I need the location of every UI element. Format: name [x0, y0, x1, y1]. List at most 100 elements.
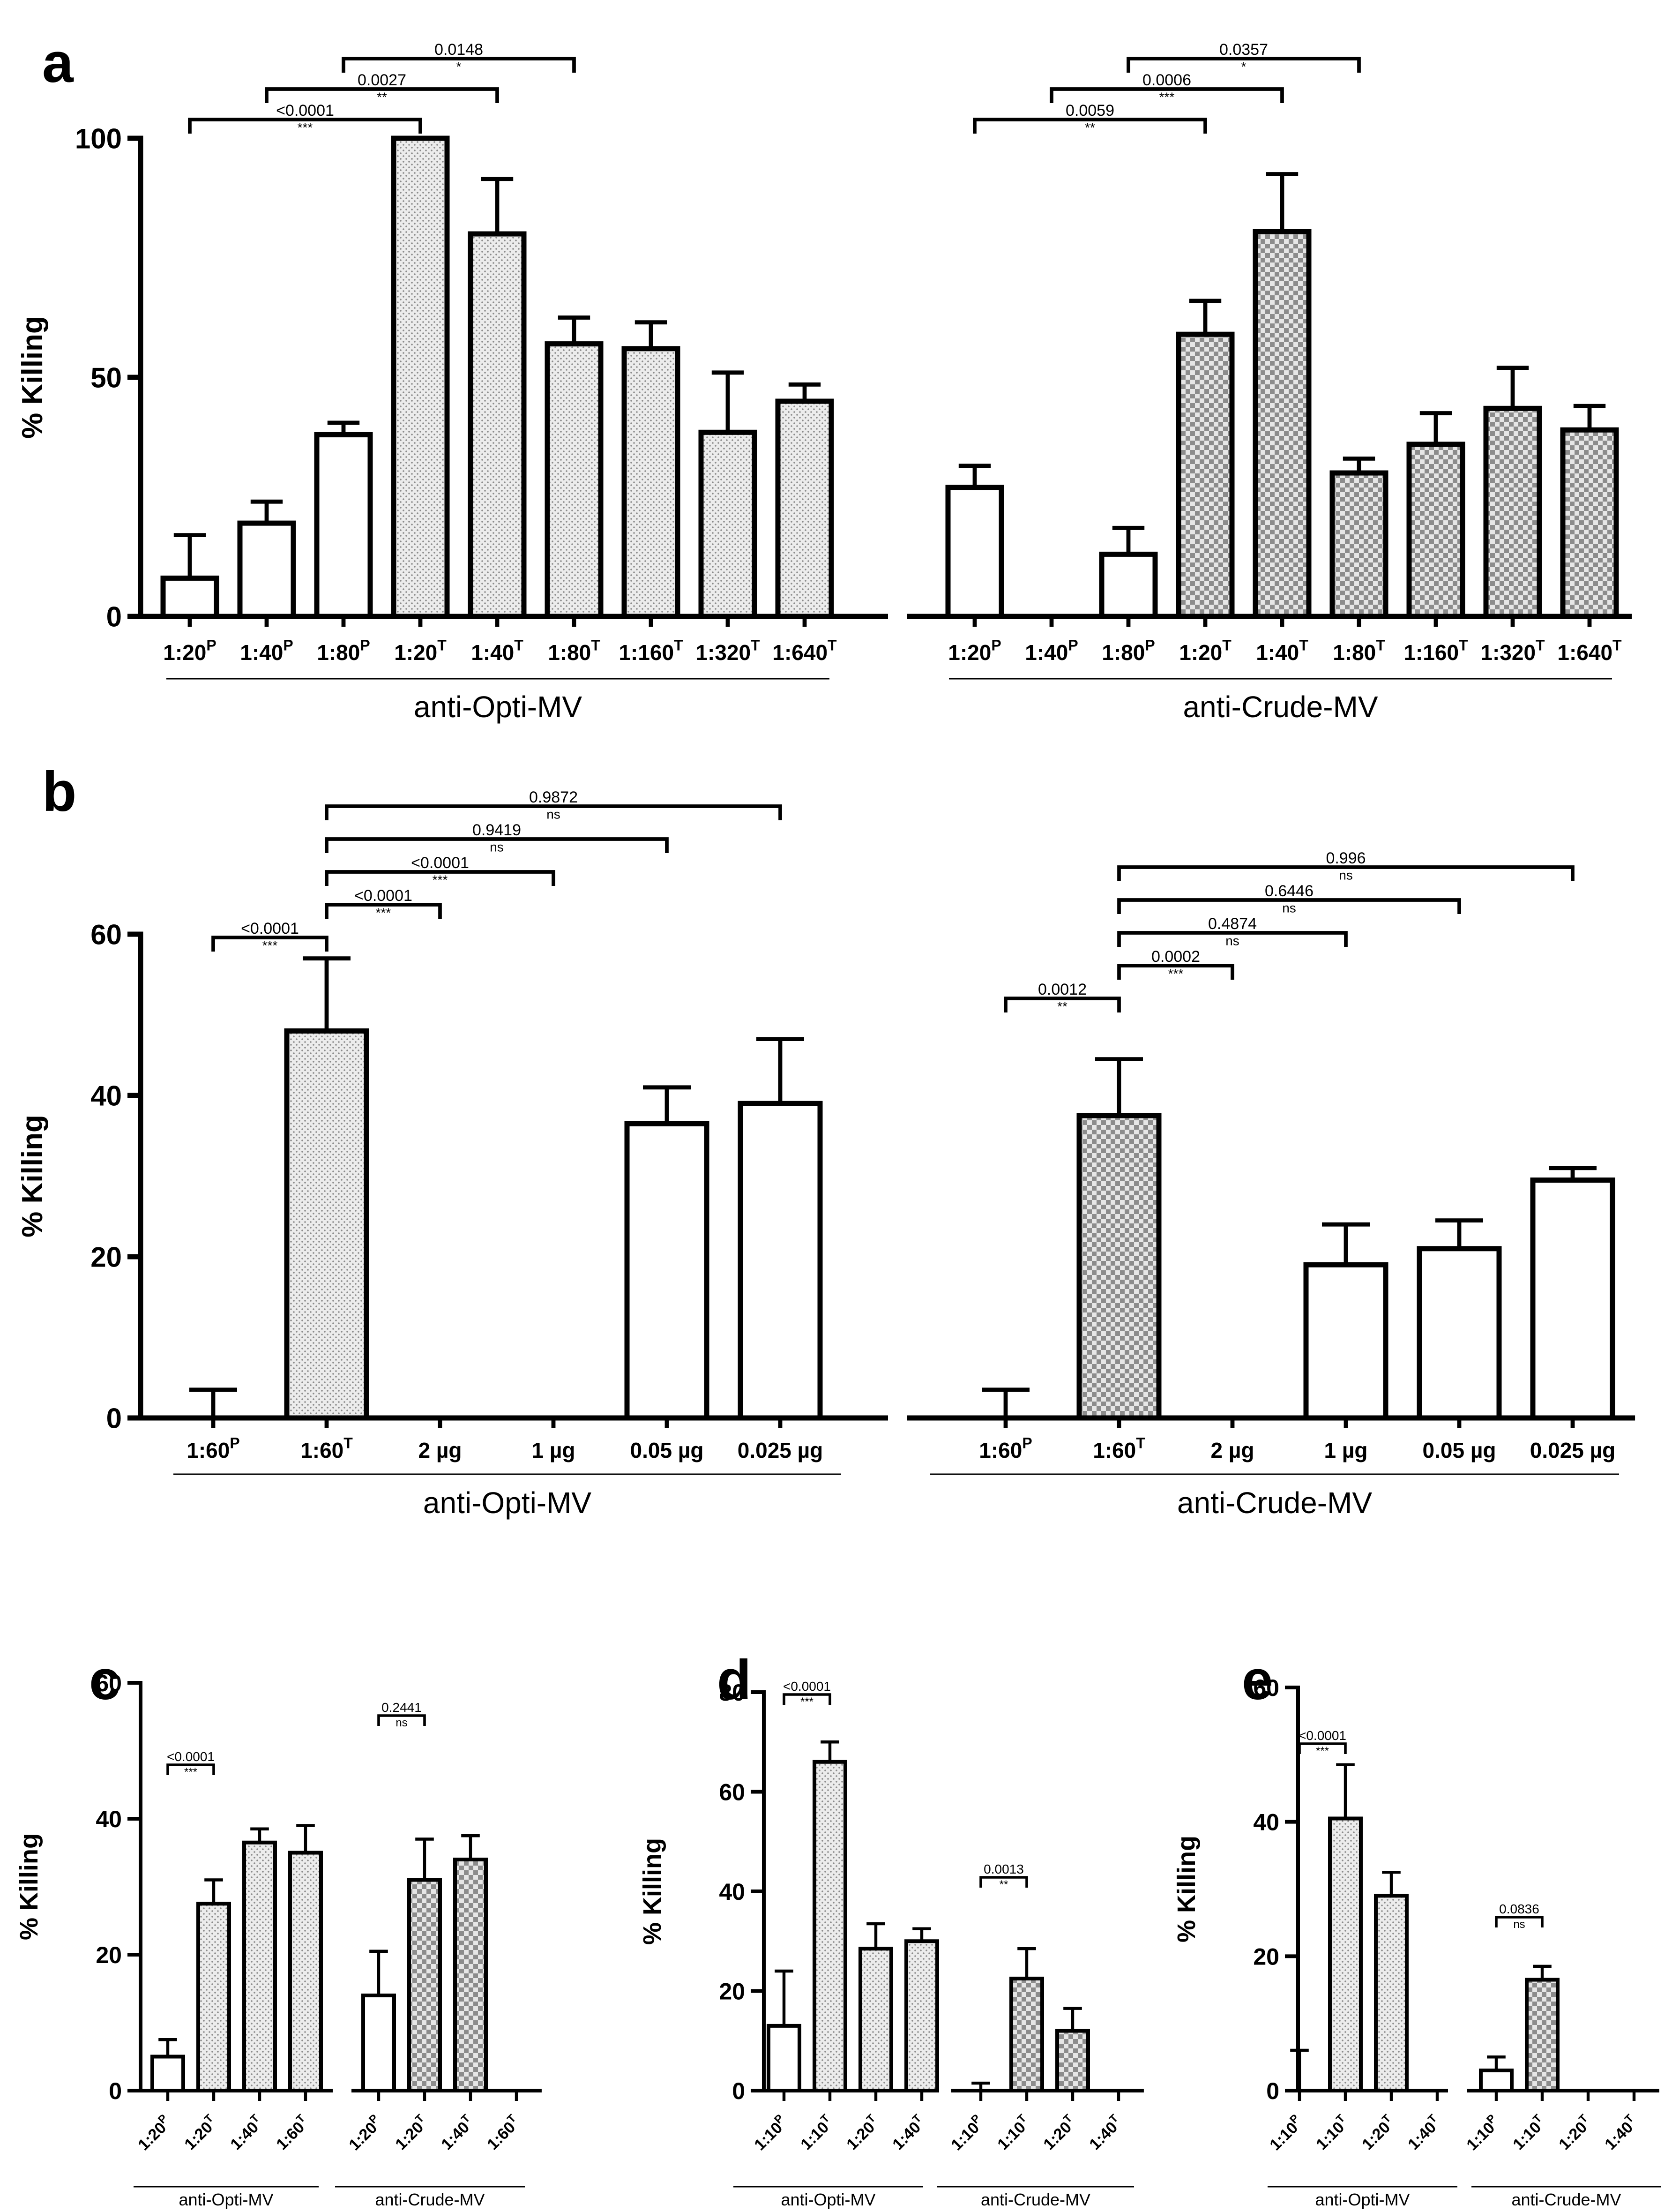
y-tick-label: 60 — [96, 1670, 122, 1696]
significance-bracket — [979, 1876, 1028, 1888]
panel-letter: d — [717, 1649, 751, 1711]
x-tick-label: 1:40T — [1084, 2112, 1126, 2153]
x-tick-label-text: 1:60 — [1093, 1438, 1136, 1462]
significance-bracket — [1117, 964, 1234, 980]
x-tick-label: 1:20T — [179, 2112, 221, 2153]
x-tick-label-text: 1:20 — [1179, 640, 1222, 665]
significance-label: ns — [490, 840, 504, 855]
bar — [1530, 1177, 1615, 1421]
bar — [904, 1939, 939, 2092]
x-tick-label: 1:60T — [1093, 1434, 1145, 1462]
y-tick-label: 0 — [106, 601, 122, 633]
bar — [1374, 1894, 1409, 2092]
bar — [1176, 331, 1235, 619]
y-tick-label: 0 — [106, 1403, 122, 1434]
x-tick-label: 1:20T — [1179, 637, 1232, 665]
group-name: anti-Opti-MV — [179, 2190, 273, 2209]
bar — [468, 231, 527, 619]
significance-bracket — [1495, 1916, 1544, 1927]
y-tick-label: 20 — [90, 1242, 122, 1273]
x-tick-label-text: 1 µg — [532, 1438, 575, 1462]
x-tick-label: 1:20T — [1554, 2112, 1596, 2153]
x-tick-label-sup: T — [751, 637, 760, 653]
x-tick-label-sup: T — [828, 637, 837, 653]
x-tick-label-text: 1:40 — [1256, 640, 1299, 665]
bar — [1560, 427, 1619, 619]
x-tick-label-sup: T — [514, 637, 523, 653]
p-value-label: 0.6446 — [1265, 882, 1314, 900]
panel-letter: a — [42, 31, 74, 94]
bar — [196, 1902, 231, 2092]
significance-label: ** — [1057, 999, 1067, 1014]
x-tick-label-text: 1:40 — [1025, 640, 1068, 665]
y-tick-label: 40 — [90, 1080, 122, 1112]
x-tick-label: 1:40T — [1403, 2112, 1445, 2153]
bar — [698, 429, 757, 619]
p-value-label: <0.0001 — [411, 854, 469, 872]
significance-bracket — [783, 1693, 831, 1705]
x-tick-label-sup: T — [1299, 637, 1308, 653]
x-tick-label: 1:320T — [1480, 637, 1545, 665]
p-value-label: 0.0012 — [1038, 981, 1087, 998]
bar — [160, 575, 219, 619]
x-tick-label: 1:40T — [436, 2112, 478, 2153]
x-tick-label-text: 1:20 — [163, 640, 206, 665]
x-tick-label-text: 1:160 — [619, 640, 674, 665]
x-tick-label: 1:20P — [948, 637, 1001, 665]
bar — [1099, 551, 1158, 619]
x-tick-label: 1:60P — [187, 1434, 239, 1462]
x-tick-label-sup: P — [283, 637, 293, 653]
p-value-label: <0.0001 — [1299, 1728, 1346, 1743]
p-value-label: 0.0013 — [984, 1862, 1024, 1876]
x-tick-label-text: 0.05 µg — [630, 1438, 704, 1462]
x-tick-label: 1:20P — [163, 637, 216, 665]
significance-bracket — [211, 936, 328, 952]
x-tick-label-text: 1:80 — [548, 640, 591, 665]
x-tick-label: 1:40T — [471, 637, 523, 665]
p-value-label: 0.0006 — [1142, 71, 1191, 89]
x-tick-label: 1:60T — [300, 1434, 353, 1462]
x-tick-label: 1:20T — [394, 637, 447, 665]
y-tick-label: 40 — [719, 1879, 745, 1905]
p-value-label: 0.0002 — [1151, 948, 1200, 966]
y-axis-label: % Killing — [1172, 1836, 1201, 1942]
x-tick-label: 2 µg — [1211, 1438, 1254, 1462]
y-tick-label: 60 — [1253, 1675, 1279, 1701]
x-tick-label: 1:40T — [888, 2112, 929, 2153]
significance-label: * — [1241, 60, 1247, 74]
significance-bracket — [1127, 57, 1361, 73]
significance-bracket — [1298, 1742, 1347, 1754]
x-tick-label: 1:10T — [1311, 2112, 1353, 2153]
significance-label: *** — [433, 873, 448, 887]
p-value-label: <0.0001 — [783, 1679, 831, 1694]
bar — [1253, 229, 1312, 619]
bar — [1479, 2069, 1514, 2092]
p-value-label: 0.0059 — [1066, 102, 1114, 120]
panel-letter: c — [89, 1649, 120, 1711]
x-tick-label-sup: P — [206, 637, 216, 653]
panel-letter: b — [42, 760, 76, 823]
significance-label: ns — [546, 807, 560, 822]
bar — [1055, 2029, 1090, 2092]
bar — [775, 398, 834, 619]
x-tick-label-sup: P — [1068, 637, 1078, 653]
bar — [453, 1858, 488, 2092]
x-tick-label-text: 0.05 µg — [1423, 1438, 1496, 1462]
p-value-label: 0.4874 — [1208, 915, 1257, 933]
significance-bracket — [1117, 931, 1348, 947]
x-tick-label-sup: T — [1376, 637, 1385, 653]
significance-label: *** — [800, 1695, 814, 1708]
x-tick-label: 1:80P — [317, 637, 370, 665]
significance-label: *** — [298, 120, 313, 135]
bar — [1417, 1246, 1502, 1421]
x-tick-label: 2 µg — [418, 1438, 462, 1462]
significance-bracket — [1050, 87, 1284, 103]
x-tick-label: 0.025 µg — [1530, 1438, 1616, 1462]
y-tick-label: 20 — [1253, 1943, 1279, 1970]
group-name: anti-Crude-MV — [1177, 1486, 1372, 1520]
p-value-label: 0.9419 — [472, 821, 521, 839]
bar — [314, 432, 373, 619]
significance-label: *** — [184, 1766, 197, 1778]
